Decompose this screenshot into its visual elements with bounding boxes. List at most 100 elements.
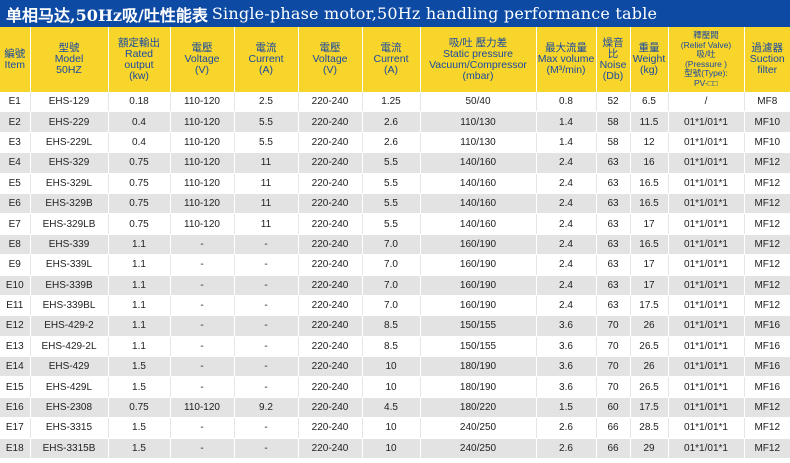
table-row: E11 EHS-339BL 1.1- -220-240 7.0 160/190 2.4 63 1…: [0, 295, 790, 317]
cell-model: EHS-429: [30, 356, 109, 378]
header-line: Vacuum/Compressor: [429, 58, 527, 71]
table-row: E10 EHS-339B 1.1- -220-240 7.0 160/190 2.4 63 17…: [0, 275, 790, 296]
cell-max-volume: 0.8: [536, 92, 597, 113]
table-row: E2 EHS-229 0.4 110-120 5.5 220-240 2.6 110/130 1…: [0, 111, 790, 133]
cell-suction-filter: MF12: [744, 173, 790, 194]
cell-relief-valve: 01*1/01*1: [668, 336, 745, 358]
cell-max-volume: 2.6: [536, 438, 597, 460]
header-line: 編號: [4, 47, 26, 60]
header-suction-filter: 過濾器 Suction filter: [744, 27, 790, 92]
cell-suction-filter: MF12: [744, 152, 790, 174]
cell-static-pressure: 150/155: [420, 315, 537, 337]
cell-model: EHS-2308: [30, 397, 109, 419]
cell-max-volume: 2.4: [536, 254, 597, 276]
cell-current1: 5.5: [234, 111, 299, 133]
cell-relief-valve: 01*1/01*1: [668, 417, 745, 439]
cell-voltage1: 110-120: [170, 173, 235, 194]
cell-voltage1: 110-120: [170, 152, 235, 174]
cell-rated-output: 0.75: [108, 152, 171, 174]
cell-noise: 70: [596, 336, 631, 358]
table-row: E18 EHS-3315B 1.5- -220-240 10 240/250 2.6 66 29…: [0, 438, 790, 460]
cell-voltage2: 220-240: [298, 132, 363, 154]
cell-current1: -: [234, 254, 299, 276]
cell-model: EHS-229: [30, 111, 109, 133]
cell-voltage2: 220-240: [298, 193, 363, 215]
cell-rated-output: 0.75: [108, 173, 171, 194]
cell-current2: 8.5: [362, 336, 421, 358]
cell-static-pressure: 110/130: [420, 132, 537, 154]
header-max-volume: 最大流量 Max volume (M³/min): [536, 27, 597, 92]
cell-voltage2: 220-240: [298, 234, 363, 256]
cell-item: E14: [0, 356, 31, 378]
cell-current1: 11: [234, 152, 299, 174]
cell-weight: 6.5: [630, 92, 669, 113]
cell-max-volume: 1.4: [536, 132, 597, 154]
cell-relief-valve: 01*1/01*1: [668, 193, 745, 215]
cell-noise: 63: [596, 275, 631, 296]
cell-noise: 63: [596, 173, 631, 194]
header-line: 重量: [638, 42, 660, 54]
cell-current2: 2.6: [362, 132, 421, 154]
header-line: Noise: [599, 58, 627, 71]
cell-item: E6: [0, 193, 31, 215]
cell-noise: 63: [596, 254, 631, 276]
cell-static-pressure: 160/190: [420, 295, 537, 317]
cell-item: E18: [0, 438, 31, 460]
header-line: Static pressure: [442, 47, 514, 60]
cell-voltage2: 220-240: [298, 336, 363, 358]
cell-model: EHS-339L: [30, 254, 109, 276]
header-line: (V): [323, 64, 337, 76]
cell-voltage2: 220-240: [298, 275, 363, 296]
header-line: 型號(Type):: [684, 68, 728, 78]
cell-suction-filter: MF12: [744, 417, 790, 439]
cell-item: E10: [0, 275, 31, 296]
cell-static-pressure: 180/220: [420, 397, 537, 419]
cell-noise: 63: [596, 152, 631, 174]
cell-max-volume: 2.4: [536, 295, 597, 317]
cell-noise: 63: [596, 213, 631, 235]
cell-noise: 70: [596, 376, 631, 398]
cell-model: EHS-129: [30, 92, 109, 113]
cell-voltage2: 220-240: [298, 315, 363, 337]
cell-noise: 58: [596, 111, 631, 133]
cell-item: E13: [0, 336, 31, 358]
cell-voltage1: -: [170, 295, 235, 317]
cell-current1: 11: [234, 213, 299, 235]
cell-static-pressure: 160/190: [420, 275, 537, 296]
header-line: 過濾器: [751, 42, 784, 54]
cell-current2: 7.0: [362, 234, 421, 256]
header-relief-valve: 釋壓閥 (Relief Valve) 吸/吐 (Pressure ) 型號(Type):…: [668, 27, 745, 92]
cell-weight: 17: [630, 275, 669, 296]
header-line: 型號: [58, 42, 80, 54]
cell-model: EHS-329B: [30, 193, 109, 215]
cell-rated-output: 1.1: [108, 295, 171, 317]
cell-current1: -: [234, 356, 299, 378]
cell-relief-valve: 01*1/01*1: [668, 315, 745, 337]
cell-voltage1: -: [170, 275, 235, 296]
table-row: E6 EHS-329B 0.75 110-120 11 220-240 5.5 140/160…: [0, 193, 790, 215]
header-line: (mbar): [462, 69, 494, 82]
cell-max-volume: 2.4: [536, 193, 597, 215]
header-line: Voltage: [312, 53, 348, 65]
cell-weight: 26.5: [630, 376, 669, 398]
header-line: 電壓: [191, 42, 213, 54]
cell-current1: -: [234, 234, 299, 256]
cell-max-volume: 2.4: [536, 213, 597, 235]
cell-voltage2: 220-240: [298, 152, 363, 174]
header-line: Current: [373, 53, 409, 65]
header-noise: 燥音比 Noise (Db): [596, 27, 631, 92]
cell-max-volume: 2.4: [536, 173, 597, 194]
cell-current2: 5.5: [362, 213, 421, 235]
cell-current2: 7.0: [362, 254, 421, 276]
header-rated-output: 額定輸出 Rated output (kw): [108, 27, 171, 92]
cell-voltage1: -: [170, 376, 235, 398]
header-line: Model: [54, 53, 84, 65]
cell-item: E2: [0, 111, 31, 133]
cell-item: E5: [0, 173, 31, 194]
cell-voltage1: 110-120: [170, 92, 235, 113]
cell-static-pressure: 240/250: [420, 417, 537, 439]
cell-suction-filter: MF12: [744, 295, 790, 317]
cell-suction-filter: MF16: [744, 356, 790, 378]
cell-weight: 26: [630, 315, 669, 337]
cell-rated-output: 0.75: [108, 193, 171, 215]
